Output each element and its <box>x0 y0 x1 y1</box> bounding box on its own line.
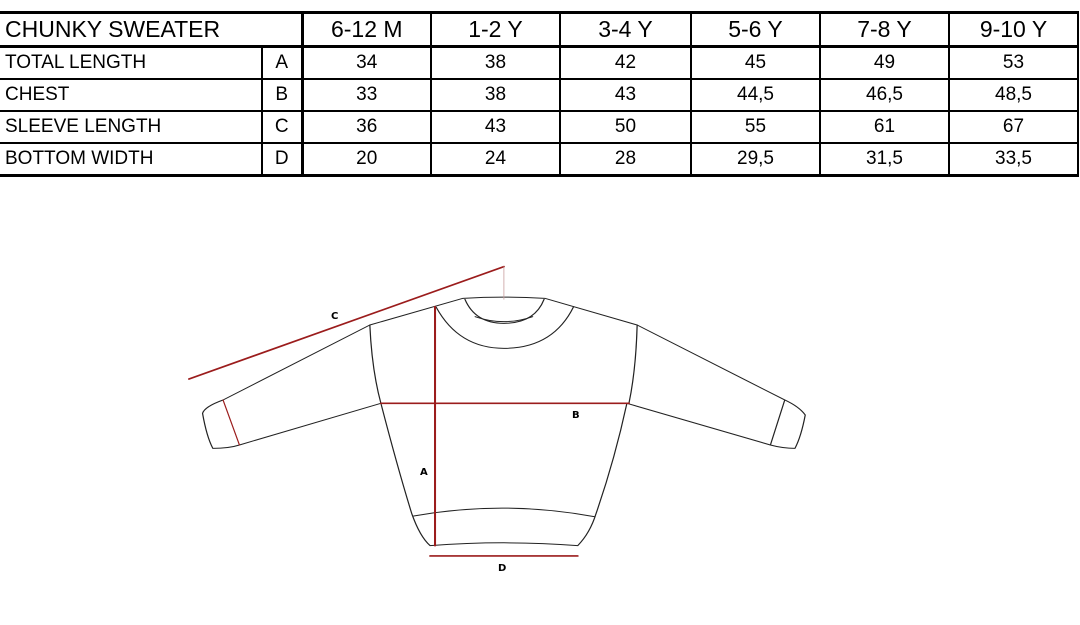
label-a: A <box>420 467 428 478</box>
table-cell: 50 <box>559 111 691 144</box>
size-chart-table: CHUNKY SWEATER 6-12 M 1-2 Y 3-4 Y 5-6 Y … <box>0 11 1079 177</box>
size-header: 9-10 Y <box>948 11 1079 48</box>
size-header: 6-12 M <box>300 11 431 48</box>
measurement-label: TOTAL LENGTH <box>0 46 262 80</box>
measurement-letter: C <box>261 111 302 144</box>
table-cell: 67 <box>948 111 1079 144</box>
table-row: SLEEVE LENGTH C 36 43 50 55 61 67 <box>0 111 1079 144</box>
table-cell: 20 <box>300 143 431 177</box>
label-b: B <box>572 410 580 421</box>
table-cell: 42 <box>559 46 691 80</box>
table-cell: 48,5 <box>948 79 1079 112</box>
table-cell: 61 <box>819 111 949 144</box>
table-cell: 46,5 <box>819 79 949 112</box>
sweater-outline <box>201 296 806 547</box>
table-title: CHUNKY SWEATER <box>0 11 302 48</box>
table-cell: 33 <box>300 79 431 112</box>
table-cell: 53 <box>948 46 1079 80</box>
table-cell: 24 <box>430 143 560 177</box>
table-cell: 31,5 <box>819 143 949 177</box>
table-row: CHEST B 33 38 43 44,5 46,5 48,5 <box>0 79 1079 112</box>
size-header: 5-6 Y <box>690 11 820 48</box>
measurement-label: SLEEVE LENGTH <box>0 111 262 144</box>
table-cell: 43 <box>559 79 691 112</box>
label-c: C <box>331 311 338 322</box>
label-d: D <box>498 563 506 574</box>
table-cell: 29,5 <box>690 143 820 177</box>
measure-line-c <box>187 265 505 380</box>
measurement-letter: B <box>261 79 302 112</box>
table-cell: 49 <box>819 46 949 80</box>
measurement-label: CHEST <box>0 79 262 112</box>
table-cell: 43 <box>430 111 560 144</box>
size-header: 1-2 Y <box>430 11 560 48</box>
table-cell: 45 <box>690 46 820 80</box>
measurement-letter: D <box>261 143 302 177</box>
measurement-lines <box>187 265 630 557</box>
table-cell: 38 <box>430 46 560 80</box>
table-cell: 38 <box>430 79 560 112</box>
table-cell: 36 <box>300 111 431 144</box>
table-row: BOTTOM WIDTH D 20 24 28 29,5 31,5 33,5 <box>0 143 1079 177</box>
measurement-letter: A <box>261 46 302 80</box>
table-cell: 28 <box>559 143 691 177</box>
size-header: 3-4 Y <box>559 11 691 48</box>
table-cell: 44,5 <box>690 79 820 112</box>
table-cell: 55 <box>690 111 820 144</box>
size-header: 7-8 Y <box>819 11 949 48</box>
table-cell: 33,5 <box>948 143 1079 177</box>
table-row: TOTAL LENGTH A 34 38 42 45 49 53 <box>0 46 1079 80</box>
measurement-label: BOTTOM WIDTH <box>0 143 262 177</box>
cuff-line <box>222 399 241 446</box>
table-cell: 34 <box>300 46 431 80</box>
table-header-row: CHUNKY SWEATER 6-12 M 1-2 Y 3-4 Y 5-6 Y … <box>0 11 1079 48</box>
